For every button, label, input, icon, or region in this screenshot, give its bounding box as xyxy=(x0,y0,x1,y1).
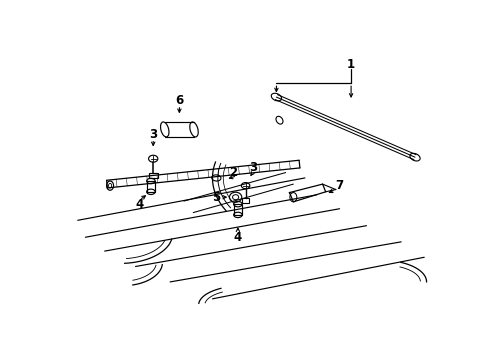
Bar xyxy=(233,204,242,215)
Bar xyxy=(241,198,249,203)
Text: 3: 3 xyxy=(149,127,157,140)
Text: 3: 3 xyxy=(249,161,257,175)
Bar xyxy=(148,172,158,178)
Text: 6: 6 xyxy=(175,94,183,107)
Text: 4: 4 xyxy=(233,231,242,244)
Text: 4: 4 xyxy=(135,198,143,211)
Text: 7: 7 xyxy=(335,179,343,192)
Text: 1: 1 xyxy=(346,58,354,71)
Text: 2: 2 xyxy=(229,166,237,179)
Text: 5: 5 xyxy=(212,191,220,204)
Bar xyxy=(146,181,155,192)
